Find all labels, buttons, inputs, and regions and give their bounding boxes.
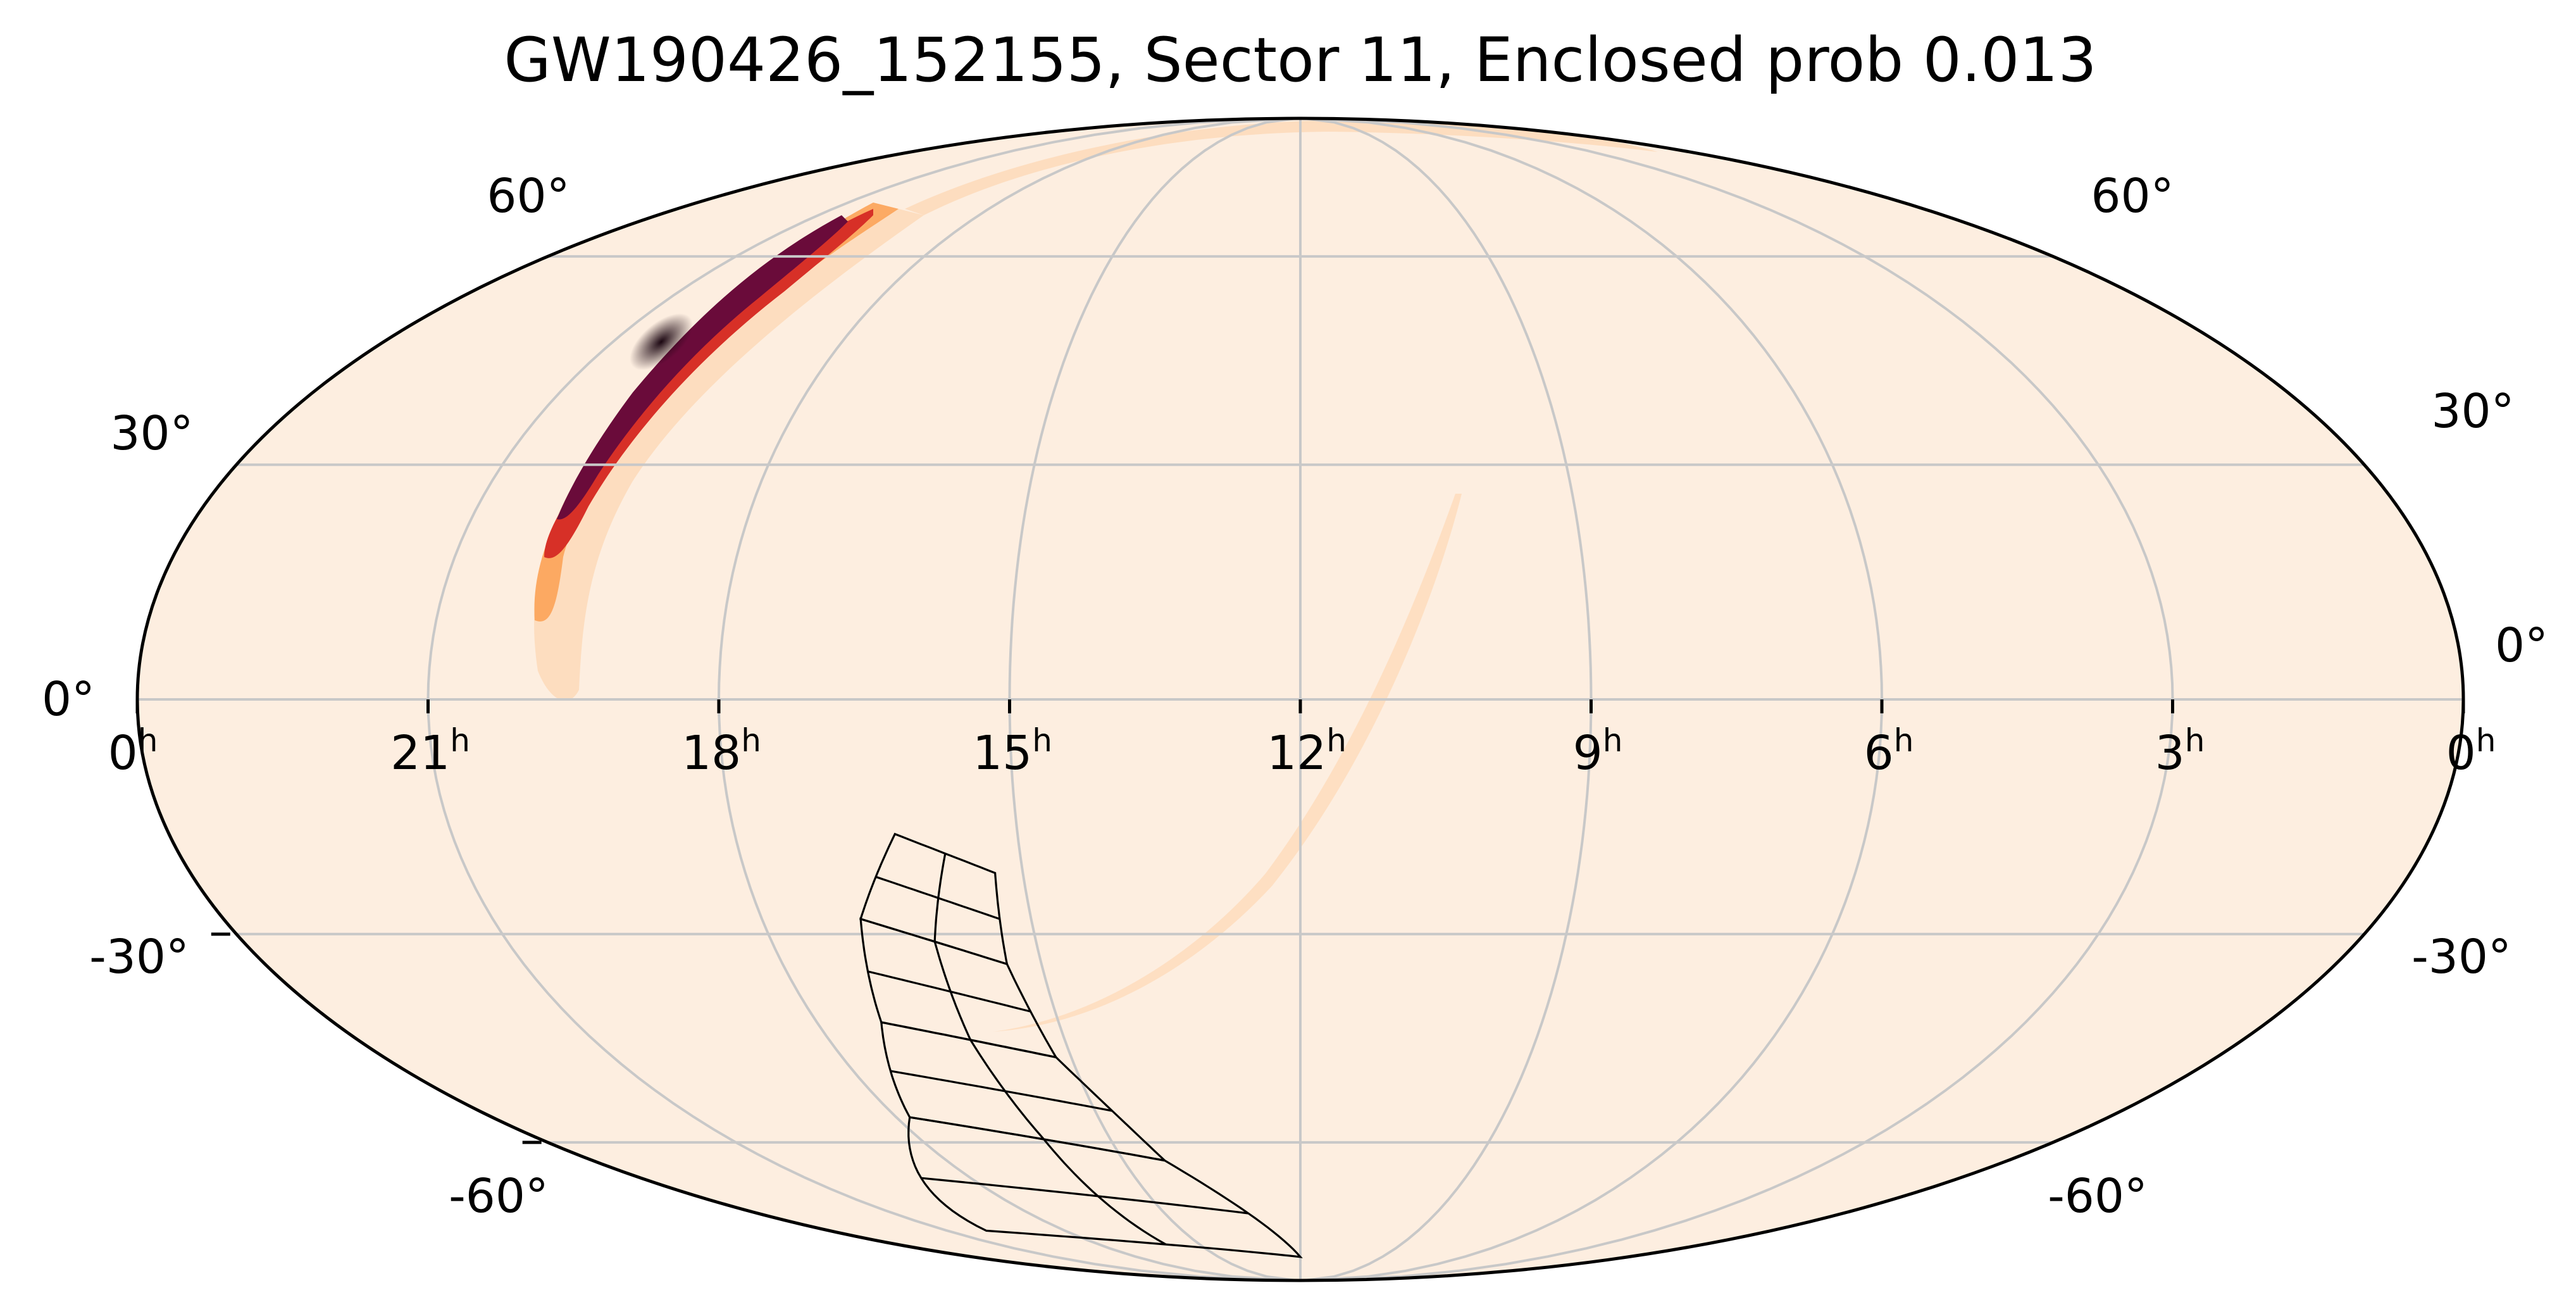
- ra-tick-label: 6h: [1864, 722, 1914, 780]
- dec-tick-label-left: 30°: [110, 406, 193, 461]
- dec-tick-label-left: -30°: [89, 930, 189, 984]
- ra-tick-label: 15h: [973, 722, 1052, 780]
- ccd-divider: [969, 1039, 1045, 1141]
- probability-peak: [630, 313, 693, 370]
- dec-tick-label-right: 0°: [2495, 618, 2548, 673]
- dec-tick-label-left: -60°: [449, 1169, 549, 1223]
- ccd-divider: [1043, 1138, 1167, 1246]
- probability-arc-strong: [544, 209, 873, 558]
- ra-ticks: [135, 699, 2465, 1144]
- figure-title: GW190426_152155, Sector 11, Enclosed pro…: [504, 25, 2096, 96]
- dec-tick-label-right: 30°: [2431, 384, 2514, 439]
- dec-tick-label-right: -30°: [2411, 930, 2511, 984]
- dec-tick-label-right: 60°: [2091, 169, 2174, 223]
- dec-tick-label-right: -60°: [2048, 1169, 2148, 1223]
- ra-tick-label: 0h: [108, 722, 158, 780]
- dec-tick-label-left: 60°: [487, 169, 569, 223]
- probability-arc-core: [557, 215, 848, 520]
- dec-tick-label-left: 0°: [42, 672, 95, 727]
- ccd-divider: [933, 941, 972, 1041]
- tess-sector-footprint: [859, 832, 1303, 1258]
- ra-tick-label: 9h: [1573, 722, 1623, 780]
- camera-outline-4: [907, 1116, 1303, 1258]
- probability-heatmap: [534, 120, 1658, 1032]
- ra-tick-label: 21h: [390, 722, 470, 780]
- faint-arc: [993, 494, 1462, 1032]
- ccd-divider: [933, 853, 947, 942]
- ra-tick-label: 0h: [2446, 722, 2496, 780]
